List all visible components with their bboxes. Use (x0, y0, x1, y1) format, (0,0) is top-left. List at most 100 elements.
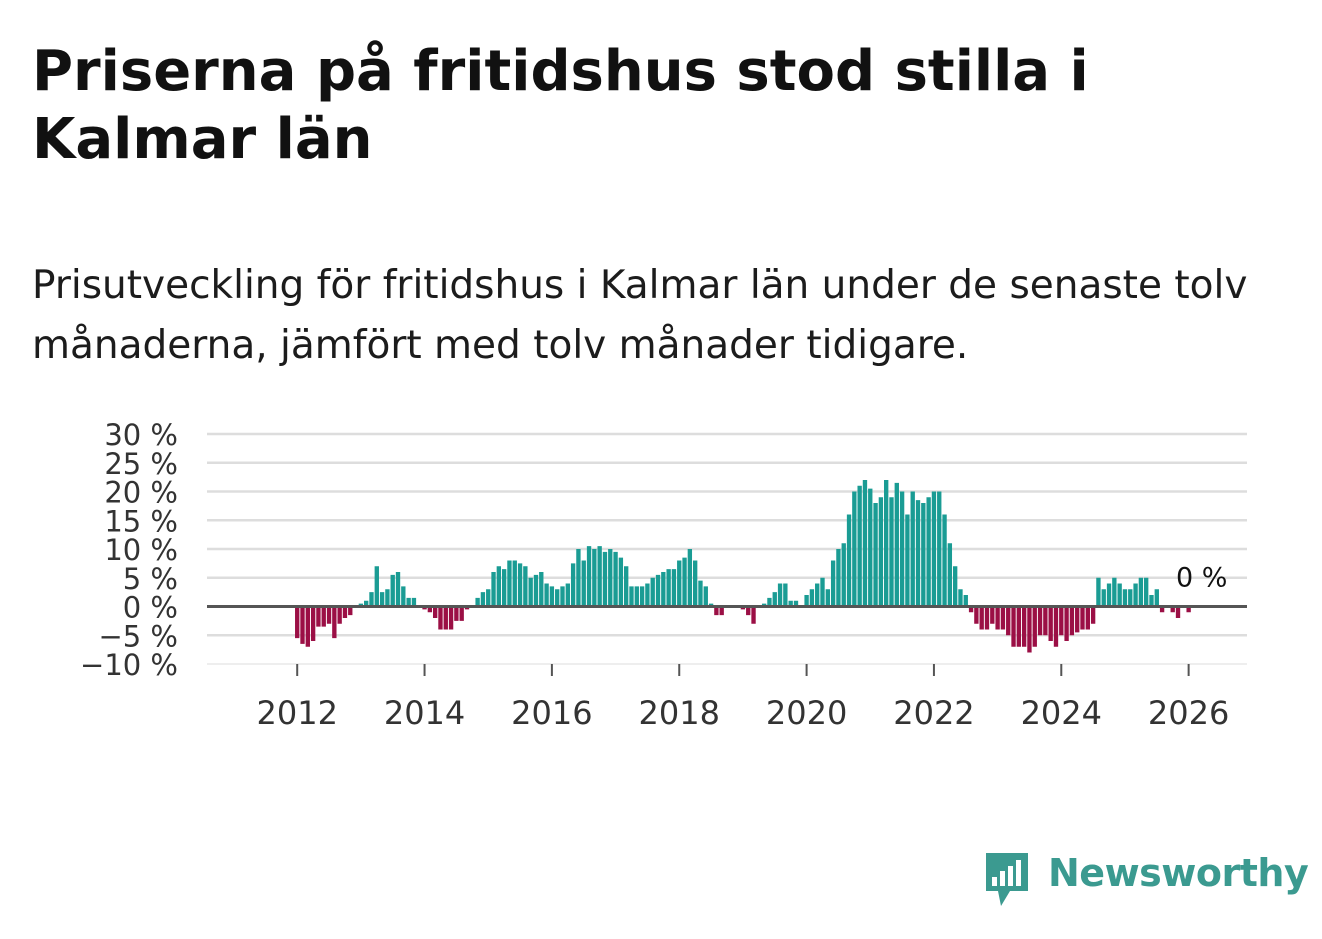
bar (597, 546, 602, 607)
bar (555, 589, 560, 607)
bar (968, 606, 974, 613)
bar (645, 583, 650, 607)
bar (1175, 606, 1181, 618)
bar (581, 560, 586, 607)
bar (974, 606, 979, 624)
bar (364, 600, 369, 607)
bar (666, 569, 671, 607)
bar (820, 577, 825, 607)
bar (804, 595, 809, 607)
bar (836, 549, 841, 607)
chart-subtitle: Prisutveckling för fritidshus i Kalmar l… (32, 263, 1248, 368)
bar (889, 497, 894, 607)
bar (576, 549, 581, 607)
y-tick-label: 0 % (123, 591, 178, 625)
bar (528, 577, 533, 607)
bar (369, 592, 374, 607)
bar (899, 491, 905, 607)
bar (401, 586, 406, 607)
bar (825, 589, 830, 607)
bar (491, 572, 496, 607)
bar (379, 592, 385, 607)
bar (868, 488, 873, 607)
bar (1170, 606, 1175, 613)
bar (300, 606, 305, 644)
bar (873, 503, 878, 607)
bar (592, 549, 597, 607)
bar (682, 557, 687, 607)
bar (979, 606, 984, 630)
bar (475, 597, 480, 607)
bar (613, 551, 618, 607)
brand-name: Newsworthy (1048, 851, 1309, 895)
bar (332, 606, 337, 639)
newsworthy-brand: Newsworthy (982, 849, 1309, 911)
bar (438, 606, 443, 630)
bar (1037, 606, 1043, 636)
y-tick-label: −5 % (98, 619, 178, 653)
bar (687, 549, 693, 607)
bar (1112, 577, 1117, 607)
bar (1069, 606, 1075, 636)
bar (1053, 606, 1059, 647)
bar (539, 572, 544, 607)
y-axis-ticks: 30 %25 %20 %15 %10 %5 %0 %−5 %−10 % (80, 418, 178, 682)
bar (788, 600, 793, 607)
bar (1144, 577, 1149, 607)
bar (931, 491, 937, 607)
bar (1032, 606, 1037, 647)
bar (661, 572, 666, 607)
x-tick-label: 2024 (1021, 694, 1102, 732)
bar (751, 606, 756, 624)
bar (1016, 606, 1022, 647)
bar (1138, 577, 1144, 607)
bar (777, 583, 783, 607)
bar (719, 606, 724, 616)
bar (677, 560, 682, 607)
x-tick-label: 2022 (893, 694, 974, 732)
bar (767, 597, 772, 607)
y-tick-label: 15 % (104, 504, 178, 538)
bar (942, 514, 947, 607)
bar (1011, 606, 1016, 647)
bar (815, 583, 820, 607)
bar (1186, 606, 1191, 613)
bar (783, 583, 788, 607)
bar (1064, 606, 1069, 641)
bar (650, 577, 655, 607)
bar (374, 566, 379, 607)
bar (862, 480, 868, 607)
bar (348, 606, 353, 616)
bar (1096, 577, 1101, 607)
newsworthy-logo-icon (986, 853, 1028, 906)
bar (1106, 583, 1112, 607)
bar (905, 514, 910, 607)
bar (560, 586, 565, 607)
bar (1043, 606, 1048, 636)
bar (395, 572, 401, 607)
bar (1075, 606, 1080, 633)
bar (655, 574, 661, 607)
y-tick-label: 20 % (104, 476, 178, 510)
bar (984, 606, 990, 630)
bar (894, 482, 899, 607)
bar (342, 606, 348, 618)
bar (305, 606, 310, 647)
bar (454, 606, 459, 621)
bar (544, 583, 549, 607)
bar (337, 606, 342, 624)
y-tick-label: 5 % (123, 562, 178, 596)
y-tick-label: 25 % (104, 447, 178, 481)
y-tick-label: 10 % (104, 533, 178, 567)
bar (1027, 606, 1032, 653)
bar (634, 586, 639, 607)
x-tick-label: 2026 (1148, 694, 1229, 732)
bar (1000, 606, 1006, 630)
bar (316, 606, 321, 627)
bar (1059, 606, 1064, 636)
x-tick-label: 2016 (511, 694, 592, 732)
bar (714, 606, 719, 616)
bar (963, 595, 968, 607)
x-tick-label: 2018 (639, 694, 720, 732)
bar (310, 606, 316, 641)
